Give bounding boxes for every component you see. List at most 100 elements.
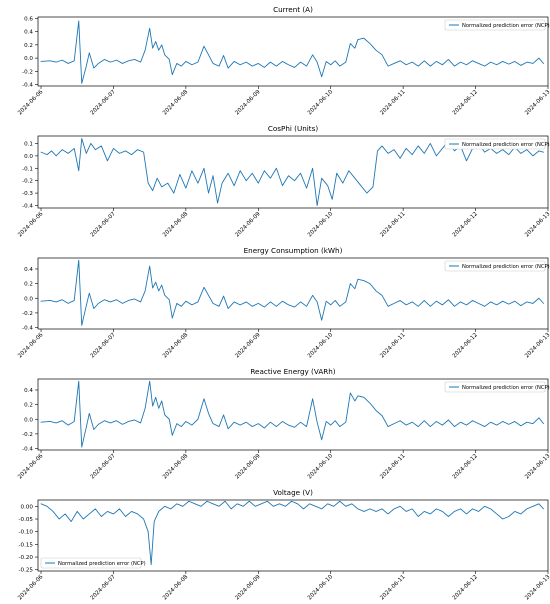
axes-frame (37, 16, 549, 87)
y-tick-label: -0.2 (22, 432, 33, 438)
y-tick-label: 0.0 (24, 417, 33, 423)
y-tick-label: 0.00 (21, 504, 34, 510)
y-tick-label: -0.2 (22, 179, 33, 185)
x-tick-label: 2024-06-12 (452, 332, 479, 359)
y-tick-label: -0.4 (22, 326, 33, 332)
x-tick-label: 2024-06-08 (162, 332, 190, 360)
x-tick-label: 2024-06-12 (452, 453, 479, 480)
x-tick-label: 2024-06-13 (524, 211, 550, 239)
x-tick-label: 2024-06-09 (234, 211, 262, 239)
series-line (40, 380, 544, 448)
x-tick-label: 2024-06-12 (452, 211, 479, 238)
x-tick-label: 2024-06-13 (524, 453, 550, 481)
y-tick-label: 0.2 (24, 403, 33, 409)
legend-label: Normalized prediction error (NCP) (462, 142, 550, 148)
y-tick-label: 0.0 (24, 296, 33, 302)
legend-box (444, 260, 546, 272)
x-tick-label: 2024-06-08 (162, 89, 190, 117)
legend-label: Normalized prediction error (NCP) (462, 23, 550, 29)
y-tick-label: -0.4 (22, 83, 33, 89)
x-tick-label: 2024-06-08 (162, 574, 190, 602)
legend-label: Normalized prediction error (NCP) (462, 385, 550, 391)
x-tick-label: 2024-06-07 (90, 89, 118, 117)
x-tick-label: 2024-06-07 (90, 574, 118, 602)
y-tick-label: -0.1 (22, 166, 33, 172)
x-tick-label: 2024-06-10 (307, 89, 335, 117)
x-tick-label: 2024-06-10 (307, 453, 335, 481)
series-line (40, 138, 544, 206)
y-tick-label: 0.0 (24, 56, 33, 62)
x-tick-label: 2024-06-06 (17, 332, 45, 360)
subplot-2: CosPhi (Units) -0.4 -0.3 -0.2 -0.1 0.0 0.1 2024… (17, 124, 550, 238)
subplot-title: Voltage (V) (273, 488, 313, 497)
x-tick-label: 2024-06-08 (162, 211, 190, 239)
legend-box (40, 557, 142, 569)
y-tick-label: -0.10 (19, 530, 34, 536)
axes-frame (37, 499, 549, 572)
x-tick-label: 2024-06-07 (90, 211, 118, 239)
y-tick-label: 0.4 (24, 388, 33, 394)
y-tick-label: -0.4 (22, 447, 33, 453)
x-tick-label: 2024-06-10 (307, 211, 335, 239)
y-tick-label: 0.4 (24, 267, 33, 273)
legend: Normalized prediction error (NCP) (444, 381, 550, 393)
x-tick-label: 2024-06-11 (379, 574, 407, 602)
x-tick-label: 2024-06-09 (234, 574, 262, 602)
axes-frame (37, 257, 549, 330)
subplot-title: Current (A) (273, 5, 313, 14)
subplot-5: Voltage (V) -0.25 -0.20 -0.15 -0.10 -0.05 0.00… (17, 488, 550, 601)
subplot-title: CosPhi (Units) (268, 124, 319, 133)
x-tick-label: 2024-06-13 (524, 332, 550, 360)
y-tick-label: 0.4 (24, 30, 33, 36)
x-tick-label: 2024-06-11 (379, 211, 407, 239)
x-tick-label: 2024-06-08 (162, 453, 190, 481)
y-tick-label: -0.05 (19, 517, 34, 523)
series-line (40, 259, 544, 326)
y-tick-label: 0.1 (24, 141, 33, 147)
x-tick-label: 2024-06-11 (379, 89, 407, 117)
x-tick-label: 2024-06-06 (17, 574, 45, 602)
x-tick-label: 2024-06-09 (234, 453, 262, 481)
x-tick-label: 2024-06-09 (234, 332, 262, 360)
y-tick-label: 0.0 (24, 154, 33, 160)
subplot-4: Reactive Energy (VARh) -0.4 -0.2 0.0 0.2 0.4 2… (17, 367, 550, 480)
x-tick-label: 2024-06-12 (452, 89, 479, 116)
subplot-3: Energy Consumption (kWh) -0.4 -0.2 0.0 0.2 0.… (17, 246, 550, 359)
x-tick-label: 2024-06-09 (234, 89, 262, 117)
y-tick-label: 0.2 (24, 282, 33, 288)
x-tick-label: 2024-06-10 (307, 332, 335, 360)
y-tick-label: 0.6 (24, 16, 33, 22)
x-tick-label: 2024-06-06 (17, 453, 45, 481)
y-tick-label: -0.25 (19, 568, 34, 574)
legend-label: Normalized prediction error (NCP) (462, 264, 550, 270)
y-tick-label: -0.2 (22, 311, 33, 317)
x-tick-label: 2024-06-12 (452, 574, 479, 601)
x-tick-label: 2024-06-13 (524, 574, 550, 602)
subplot-title: Energy Consumption (kWh) (244, 246, 343, 255)
x-tick-label: 2024-06-07 (90, 453, 118, 481)
y-tick-label: -0.15 (19, 542, 34, 548)
y-tick-label: -0.20 (19, 555, 34, 561)
x-tick-label: 2024-06-06 (17, 89, 45, 117)
y-tick-label: -0.4 (22, 204, 33, 210)
series-line (40, 20, 544, 84)
axes-frame (37, 378, 549, 451)
subplot-title: Reactive Energy (VARh) (250, 367, 335, 376)
y-tick-label: -0.3 (22, 191, 33, 197)
y-tick-label: 0.2 (24, 43, 33, 49)
legend: Normalized prediction error (NCP) (444, 19, 550, 31)
x-tick-label: 2024-06-10 (307, 574, 335, 602)
legend: Normalized prediction error (NCP) (40, 557, 146, 569)
legend-label: Normalized prediction error (NCP) (58, 561, 146, 567)
x-tick-label: 2024-06-13 (524, 89, 550, 117)
legend: Normalized prediction error (NCP) (444, 260, 550, 272)
x-tick-label: 2024-06-11 (379, 453, 407, 481)
legend-box (444, 19, 546, 31)
x-tick-label: 2024-06-07 (90, 332, 118, 360)
legend: Normalized prediction error (NCP) (444, 138, 550, 150)
series-line (40, 500, 544, 566)
subplot-1: Current (A) -0.4 -0.2 0.0 0.2 0.4 0.6 2024-06-0… (17, 5, 550, 116)
y-tick-label: -0.2 (22, 69, 33, 75)
